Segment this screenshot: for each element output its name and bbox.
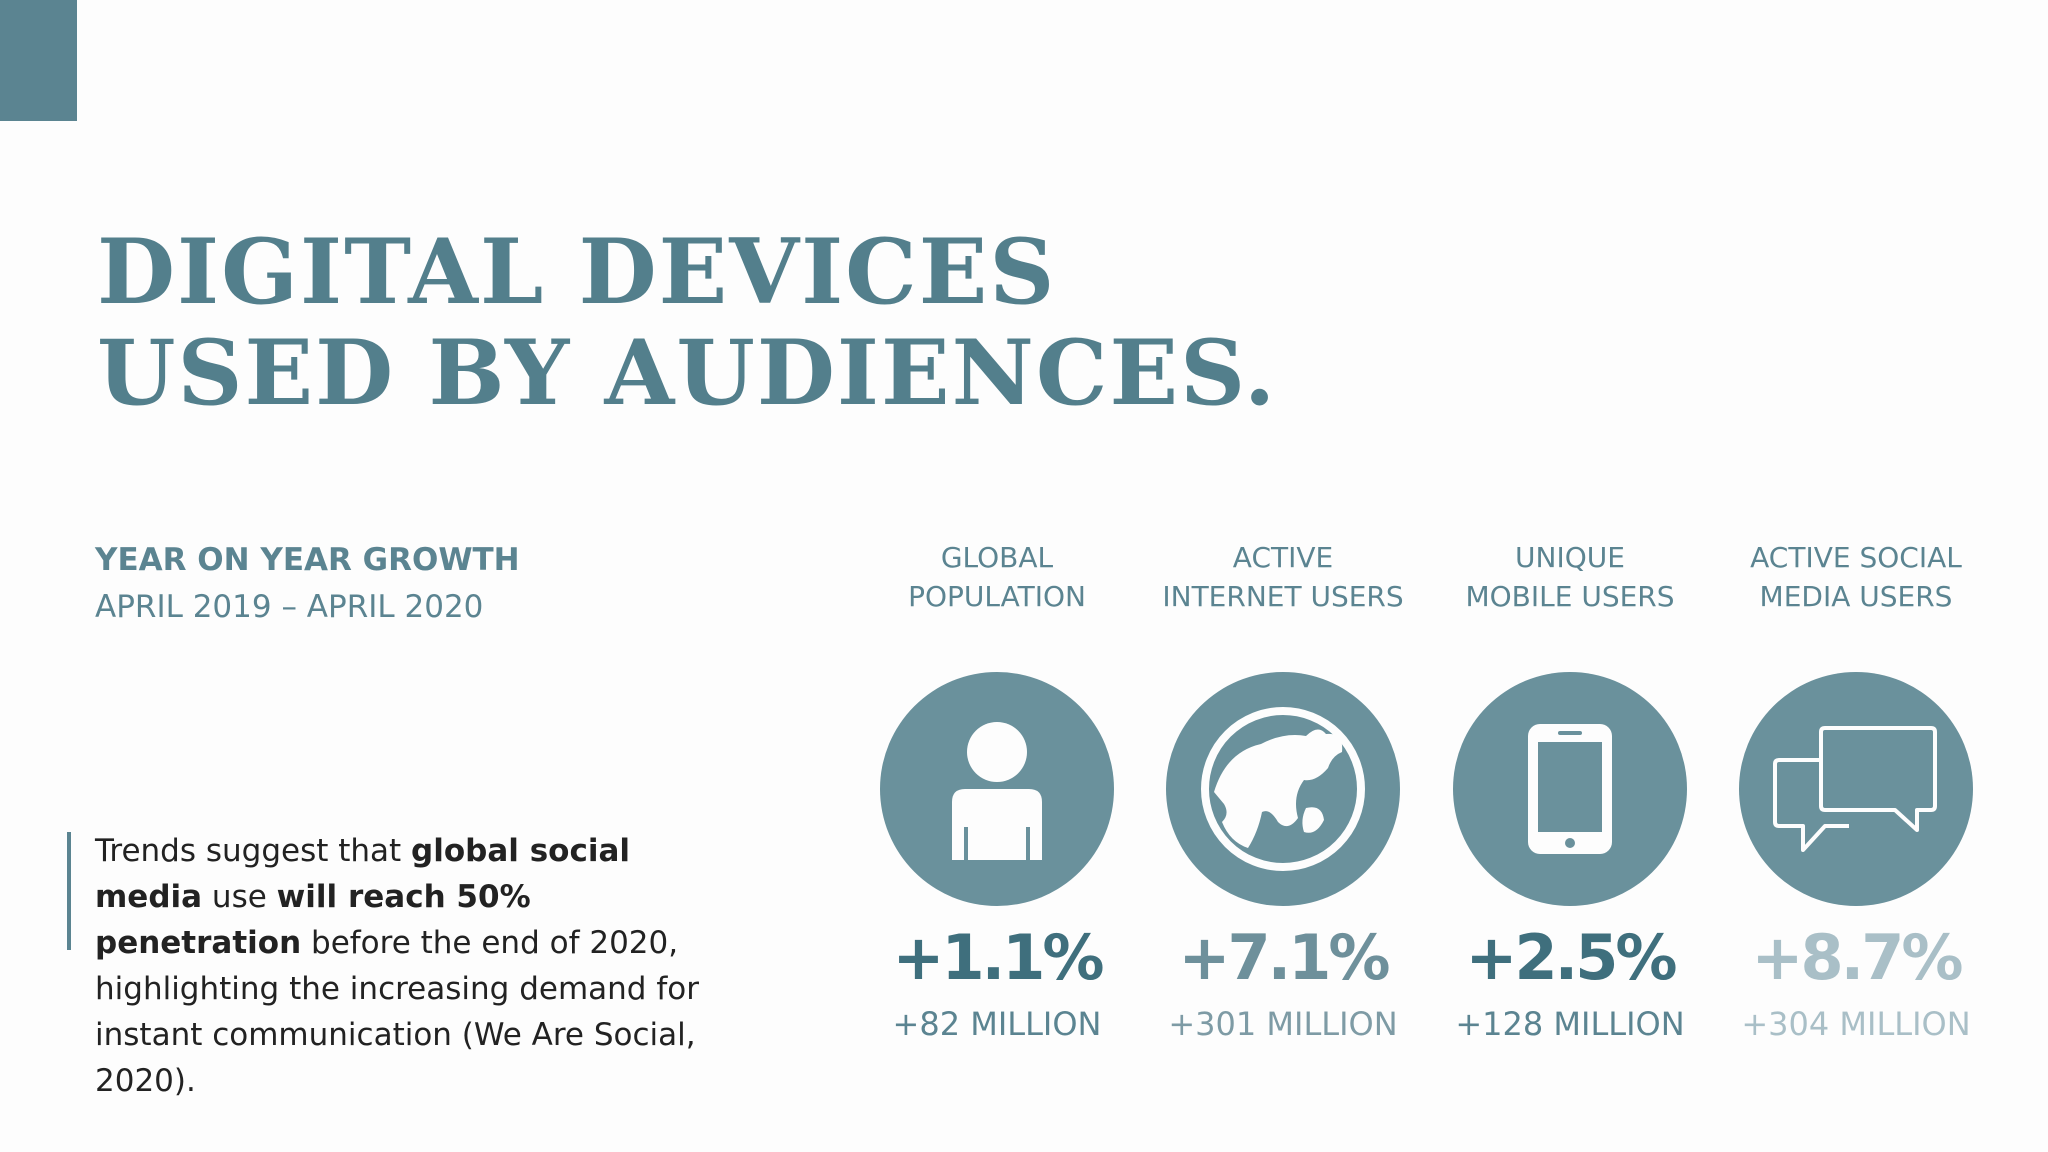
quote-bold-1: global social media [95,833,630,915]
stat-absolute: +128 MILLION [1455,1005,1685,1043]
stat-active-internet-users: ACTIVE INTERNET USERS +7.1% +301 MILLION [1153,538,1413,1044]
stat-label: ACTIVE INTERNET USERS [1153,538,1413,620]
stat-label-line-2: MEDIA USERS [1759,580,1953,613]
quote-text-2: use [202,879,277,915]
growth-heading: YEAR ON YEAR GROWTH [95,542,520,578]
stat-percent: +8.7% [1751,921,1964,994]
stat-absolute: +301 MILLION [1168,1005,1398,1043]
stat-percent: +1.1% [892,921,1105,994]
stat-label-line-2: MOBILE USERS [1465,580,1675,613]
stat-active-social-media-users: ACTIVE SOCIAL MEDIA USERS +8.7% +304 MIL… [1726,538,1986,1044]
stat-label-line-2: POPULATION [908,580,1086,613]
page-title: DIGITAL DEVICES USED BY AUDIENCES. [97,222,1277,424]
stat-label-line-1: ACTIVE [1232,541,1334,574]
stat-absolute: +82 MILLION [892,1005,1102,1043]
quote-text-1: Trends suggest that [95,833,412,869]
quote-bold-2: will reach 50% penetration [95,879,531,961]
stat-percent: +2.5% [1465,921,1678,994]
growth-period: APRIL 2019 – APRIL 2020 [95,589,484,625]
stat-label-line-1: UNIQUE [1515,541,1625,574]
stat-label-line-1: ACTIVE SOCIAL [1750,541,1962,574]
corner-accent-block [0,0,77,121]
chat-bubbles-icon [1739,672,1973,906]
page-title-line-2: USED BY AUDIENCES. [97,320,1278,426]
stat-label: ACTIVE SOCIAL MEDIA USERS [1726,538,1986,620]
trend-quote: Trends suggest that global social media … [95,828,735,1104]
person-icon [880,672,1114,906]
stat-percent: +7.1% [1178,921,1391,994]
globe-icon [1166,672,1400,906]
stat-unique-mobile-users: UNIQUE MOBILE USERS +2.5% +128 MILLION [1440,538,1700,1044]
stat-label: UNIQUE MOBILE USERS [1440,538,1700,620]
stat-label-line-1: GLOBAL [940,541,1054,574]
stat-label-line-2: INTERNET USERS [1162,580,1404,613]
quote-accent-bar [67,832,71,950]
stat-label: GLOBAL POPULATION [867,538,1127,620]
stat-global-population: GLOBAL POPULATION +1.1% +82 MILLION [867,538,1127,1044]
mobile-phone-icon [1453,672,1687,906]
quote-text-3: before the end of 2020, highlighting the… [95,925,699,1099]
page-title-line-1: DIGITAL DEVICES [97,219,1057,325]
stat-absolute: +304 MILLION [1741,1005,1971,1043]
